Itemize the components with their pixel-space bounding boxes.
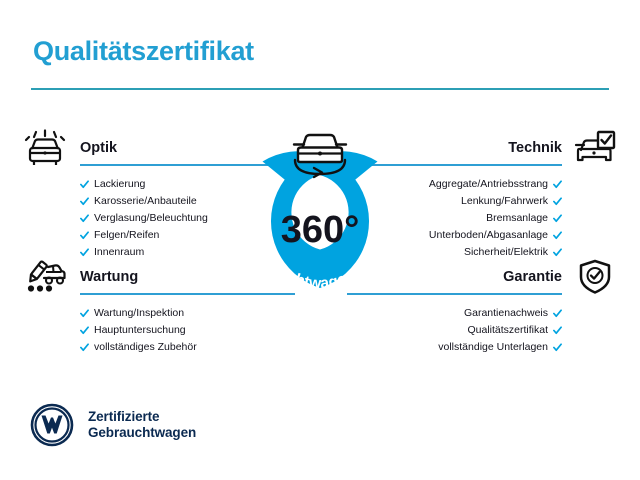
- list-item: Innenraum: [80, 244, 272, 261]
- list-item-label: vollständiges Zubehör: [94, 341, 197, 353]
- check-icon: [80, 248, 89, 257]
- page-title: Qualitätszertifikat: [33, 36, 254, 66]
- list-item: Garantienachweis: [368, 305, 562, 322]
- section-technik-list: Aggregate/Antriebsstrang Lenkung/Fahrwer…: [368, 176, 618, 261]
- list-item: Unterboden/Abgasanlage: [368, 227, 562, 244]
- car-front-checkbox-icon: [572, 128, 618, 168]
- list-item-label: vollständige Unterlagen: [438, 341, 548, 353]
- check-icon: [80, 180, 89, 189]
- list-item: Qualitätszertifikat: [368, 322, 562, 339]
- list-item: Lenkung/Fahrwerk: [368, 193, 562, 210]
- check-icon: [80, 309, 89, 318]
- footer-brand: Zertifizierte Gebrauchtwagen: [30, 403, 196, 447]
- car-rotation-360-icon: [284, 122, 356, 184]
- section-optik-list: Lackierung Karosserie/Anbauteile Verglas…: [22, 176, 272, 261]
- check-icon: [553, 197, 562, 206]
- list-item-label: Lackierung: [94, 178, 146, 190]
- section-garantie-title: Garantie: [503, 269, 562, 285]
- list-item-label: Sicherheit/Elektrik: [463, 246, 548, 258]
- check-icon: [553, 326, 562, 335]
- section-wartung-header: Wartung: [22, 255, 295, 299]
- list-item-label: Lenkung/Fahrwerk: [461, 195, 548, 207]
- footer-line-2: Gebrauchtwagen: [88, 425, 197, 440]
- check-icon: [80, 197, 89, 206]
- list-item: Karosserie/Anbauteile: [80, 193, 272, 210]
- list-item: Verglasung/Beleuchtung: [80, 210, 272, 227]
- vw-logo: [30, 403, 74, 447]
- section-wartung: Wartung Wartung/Inspektion Hauptuntersuc…: [22, 255, 295, 353]
- check-icon: [80, 326, 89, 335]
- badge-center-label: 360°: [281, 209, 360, 251]
- check-icon: [80, 231, 89, 240]
- section-optik: Optik Lackierung Karosserie/Anbauteile: [22, 126, 295, 258]
- footer-line-1: Zertifizierte: [88, 408, 160, 424]
- list-item: Aggregate/Antriebsstrang: [368, 176, 562, 193]
- list-item-label: Unterboden/Abgasanlage: [428, 229, 548, 241]
- list-item-label: Garantienachweis: [463, 307, 548, 319]
- list-item: Lackierung: [80, 176, 272, 193]
- check-icon: [553, 343, 562, 352]
- car-front-lights-icon: [22, 128, 68, 168]
- check-icon: [553, 231, 562, 240]
- list-item: Hauptuntersuchung: [80, 322, 272, 339]
- list-item-label: Aggregate/Antriebsstrang: [428, 178, 548, 190]
- list-item: vollständige Unterlagen: [368, 339, 562, 356]
- list-item-label: Felgen/Reifen: [94, 229, 160, 241]
- section-technik-divider: [347, 164, 562, 166]
- list-item: Sicherheit/Elektrik: [368, 244, 562, 261]
- section-garantie-header: Garantie: [347, 255, 618, 299]
- footer-brand-text: Zertifizierte Gebrauchtwagen: [88, 409, 196, 442]
- section-garantie: Garantie Garantienachweis Qualitätszerti…: [347, 255, 618, 353]
- list-item: Bremsanlage: [368, 210, 562, 227]
- list-item: Felgen/Reifen: [80, 227, 272, 244]
- title-divider: [31, 88, 609, 90]
- check-icon: [553, 248, 562, 257]
- check-icon: [80, 343, 89, 352]
- check-icon: [80, 214, 89, 223]
- section-wartung-divider: [80, 293, 295, 295]
- list-item-label: Hauptuntersuchung: [94, 324, 186, 336]
- list-item-label: Bremsanlage: [486, 212, 548, 224]
- section-technik: Technik Aggregate/Antriebsstrang Lenkung…: [347, 126, 618, 258]
- list-item-label: Karosserie/Anbauteile: [94, 195, 197, 207]
- list-item-label: Wartung/Inspektion: [94, 307, 185, 319]
- badge-360-gebrauchtwagen-check: 360° Gebrauchtwagen-Check: [222, 120, 418, 316]
- list-item-label: Innenraum: [94, 246, 145, 258]
- list-item: vollständiges Zubehör: [80, 339, 272, 356]
- section-optik-header: Optik: [22, 126, 295, 170]
- shield-check-icon: [572, 257, 618, 297]
- section-garantie-list: Garantienachweis Qualitätszertifikat vol…: [368, 305, 618, 356]
- section-optik-title: Optik: [80, 140, 118, 156]
- check-icon: [553, 180, 562, 189]
- list-item-label: Verglasung/Beleuchtung: [94, 212, 208, 224]
- list-item: Wartung/Inspektion: [80, 305, 272, 322]
- check-icon: [553, 309, 562, 318]
- section-technik-title: Technik: [508, 140, 562, 156]
- section-wartung-list: Wartung/Inspektion Hauptuntersuchung vol…: [22, 305, 272, 356]
- section-garantie-divider: [347, 293, 562, 295]
- car-dipstick-oil-icon: [22, 257, 68, 297]
- section-wartung-title: Wartung: [80, 269, 139, 285]
- list-item-label: Qualitätszertifikat: [467, 324, 548, 336]
- section-optik-divider: [80, 164, 295, 166]
- check-icon: [553, 214, 562, 223]
- section-technik-header: Technik: [347, 126, 618, 170]
